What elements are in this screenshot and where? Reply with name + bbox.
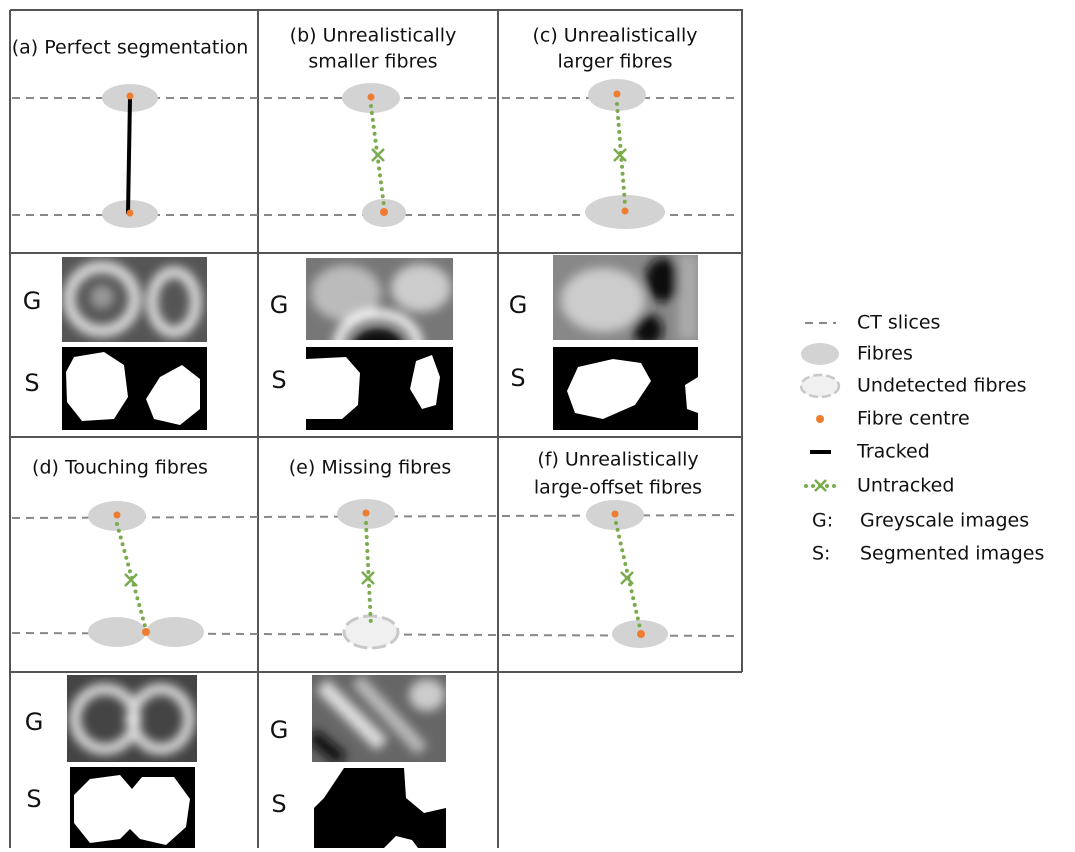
legend-label: Fibre centre: [857, 408, 970, 430]
panel-title: large-offset fibres: [534, 477, 702, 499]
segmented-image: [70, 767, 195, 848]
panel-title: (c) Unrealistically: [532, 25, 697, 47]
legend-label: Fibres: [857, 343, 913, 365]
figure: (a) Perfect segmentation (b) Unrealistic…: [0, 0, 1075, 848]
g-label: G: [509, 291, 528, 319]
g-label: G: [23, 287, 42, 315]
greyscale-image: [312, 675, 446, 762]
legend-label: CT slices: [857, 312, 940, 334]
legend: CT slices Fibres Undetected fibres Fibre…: [801, 312, 1044, 565]
s-label: S: [26, 785, 41, 813]
s-label: S: [271, 366, 286, 394]
g-label: G: [25, 708, 44, 736]
legend-label: Tracked: [856, 441, 930, 463]
legend-label: Untracked: [857, 475, 954, 497]
panel-title: (e) Missing fibres: [289, 457, 451, 479]
panel-e-diagram: [337, 499, 398, 648]
segmented-image: [306, 347, 453, 430]
panel-b-diagram: [342, 83, 406, 227]
panel-title: (f) Unrealistically: [537, 449, 698, 471]
panel-title: (d) Touching fibres: [32, 457, 208, 479]
panel-f-diagram: [586, 500, 668, 648]
panel-title: (a) Perfect segmentation: [12, 37, 248, 59]
s-label: S: [510, 364, 525, 392]
g-label: G: [270, 291, 289, 319]
greyscale-image: [67, 675, 197, 762]
panel-title: (b) Unrealistically: [290, 25, 457, 47]
s-label: S: [24, 369, 39, 397]
legend-label: Greyscale images: [860, 510, 1029, 532]
segmented-image: [62, 347, 207, 430]
panel-a-diagram: [102, 84, 158, 228]
panel-title: larger fibres: [557, 51, 672, 73]
g-label: G: [270, 716, 289, 744]
greyscale-image: [62, 257, 207, 342]
segmented-image: [314, 768, 446, 848]
greyscale-image: [553, 255, 698, 346]
segmented-image: [553, 347, 698, 430]
s-label: S: [271, 790, 286, 818]
panel-d-diagram: [88, 501, 204, 647]
panel-c-diagram: [585, 79, 665, 229]
legend-label: Segmented images: [860, 543, 1044, 565]
panel-title: smaller fibres: [308, 51, 437, 73]
legend-label: Undetected fibres: [857, 375, 1027, 397]
legend-key: S:: [812, 543, 830, 565]
legend-key: G:: [812, 510, 833, 532]
